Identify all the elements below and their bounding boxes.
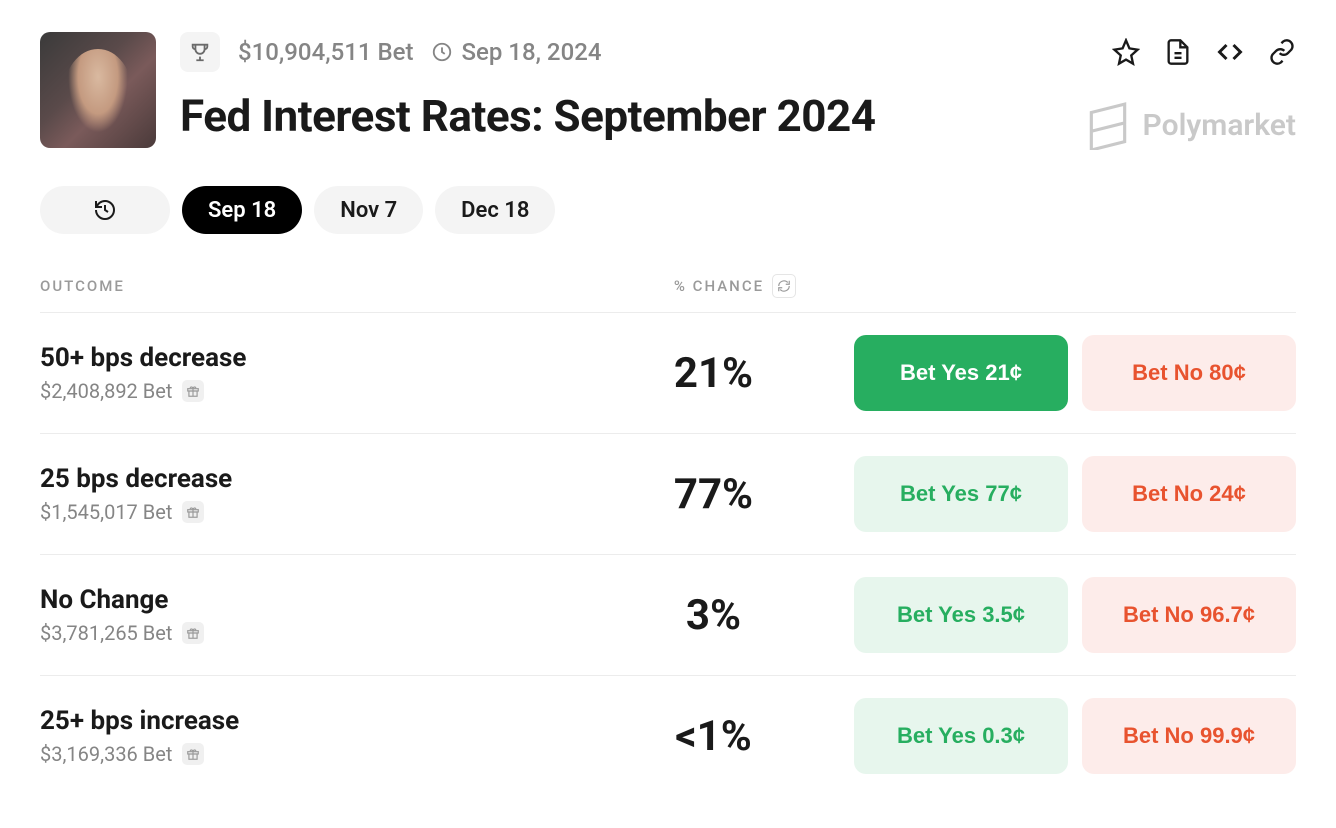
bet-yes-button[interactable]: Bet Yes 77¢ [854, 456, 1068, 532]
bet-yes-button[interactable]: Bet Yes 3.5¢ [854, 577, 1068, 653]
trophy-badge [180, 32, 220, 72]
outcome-volume: $2,408,892 Bet [40, 379, 172, 403]
outcome-cell: 25 bps decrease $1,545,017 Bet [40, 464, 573, 524]
gift-icon [186, 747, 200, 761]
chance-value: 21% [674, 349, 753, 398]
volume-text: $10,904,511 Bet [238, 38, 413, 66]
buttons-cell: Bet Yes 21¢Bet No 80¢ [854, 335, 1296, 411]
chance-head-label: % CHANCE [674, 277, 764, 295]
gift-badge[interactable] [182, 743, 204, 765]
outcome-name: 50+ bps decrease [40, 343, 573, 373]
tab-sep-18[interactable]: Sep 18 [182, 186, 302, 234]
document-icon[interactable] [1164, 38, 1192, 66]
chance-value: 77% [674, 470, 753, 519]
tabs-row: Sep 18Nov 7Dec 18 [40, 186, 1296, 234]
outcome-cell: 25+ bps increase $3,169,336 Bet [40, 706, 573, 766]
gift-icon [186, 626, 200, 640]
volume-meta: $10,904,511 Bet [238, 38, 413, 66]
market-thumbnail [40, 32, 156, 148]
chance-cell: 77% [573, 470, 854, 519]
outcome-row: 25+ bps increase $3,169,336 Bet <1% Bet Yes… [40, 676, 1296, 796]
outcome-row: 50+ bps decrease $2,408,892 Bet 21% Bet Yes… [40, 313, 1296, 434]
bet-no-button[interactable]: Bet No 80¢ [1082, 335, 1296, 411]
outcome-name: No Change [40, 585, 573, 615]
outcome-name: 25 bps decrease [40, 464, 573, 494]
buttons-cell: Bet Yes 77¢Bet No 24¢ [854, 456, 1296, 532]
gift-icon [186, 505, 200, 519]
brand: Polymarket [1087, 100, 1296, 150]
tab-nov-7[interactable]: Nov 7 [314, 186, 423, 234]
brand-text: Polymarket [1143, 108, 1296, 143]
buttons-cell: Bet Yes 0.3¢Bet No 99.9¢ [854, 698, 1296, 774]
gift-icon [186, 384, 200, 398]
code-icon[interactable] [1216, 38, 1244, 66]
outcome-row: No Change $3,781,265 Bet 3% Bet Yes 3.5¢Bet… [40, 555, 1296, 676]
col-head-chance: % CHANCE [590, 274, 880, 298]
date-meta: Sep 18, 2024 [431, 38, 601, 66]
link-icon[interactable] [1268, 38, 1296, 66]
gift-badge[interactable] [182, 501, 204, 523]
outcome-sub: $3,781,265 Bet [40, 621, 573, 645]
bet-no-button[interactable]: Bet No 96.7¢ [1082, 577, 1296, 653]
outcome-volume: $3,169,336 Bet [40, 742, 172, 766]
gift-badge[interactable] [182, 622, 204, 644]
outcome-volume: $3,781,265 Bet [40, 621, 172, 645]
outcome-sub: $3,169,336 Bet [40, 742, 573, 766]
buttons-cell: Bet Yes 3.5¢Bet No 96.7¢ [854, 577, 1296, 653]
chance-value: <1% [675, 712, 752, 761]
clock-icon [431, 41, 453, 63]
star-icon[interactable] [1112, 38, 1140, 66]
action-icons [1112, 38, 1296, 66]
tab-dec-18[interactable]: Dec 18 [435, 186, 555, 234]
trophy-icon [189, 41, 211, 63]
chance-cell: 21% [573, 349, 854, 398]
chance-value: 3% [686, 591, 741, 640]
polymarket-logo-icon [1087, 100, 1129, 150]
date-text: Sep 18, 2024 [461, 38, 601, 66]
outcome-name: 25+ bps increase [40, 706, 573, 736]
refresh-button[interactable] [772, 274, 796, 298]
refresh-icon [777, 279, 791, 293]
bet-yes-button[interactable]: Bet Yes 21¢ [854, 335, 1068, 411]
outcome-cell: 50+ bps decrease $2,408,892 Bet [40, 343, 573, 403]
history-icon [93, 198, 117, 222]
outcome-cell: No Change $3,781,265 Bet [40, 585, 573, 645]
table-head: OUTCOME % CHANCE [40, 274, 1296, 313]
bet-no-button[interactable]: Bet No 99.9¢ [1082, 698, 1296, 774]
outcome-sub: $1,545,017 Bet [40, 500, 573, 524]
chance-cell: <1% [573, 712, 854, 761]
history-button[interactable] [40, 186, 170, 234]
gift-badge[interactable] [182, 380, 204, 402]
bet-yes-button[interactable]: Bet Yes 0.3¢ [854, 698, 1068, 774]
outcome-sub: $2,408,892 Bet [40, 379, 573, 403]
outcome-volume: $1,545,017 Bet [40, 500, 172, 524]
outcome-row: 25 bps decrease $1,545,017 Bet 77% Bet Yes … [40, 434, 1296, 555]
chance-cell: 3% [573, 591, 854, 640]
bet-no-button[interactable]: Bet No 24¢ [1082, 456, 1296, 532]
col-head-outcome: OUTCOME [40, 277, 590, 295]
